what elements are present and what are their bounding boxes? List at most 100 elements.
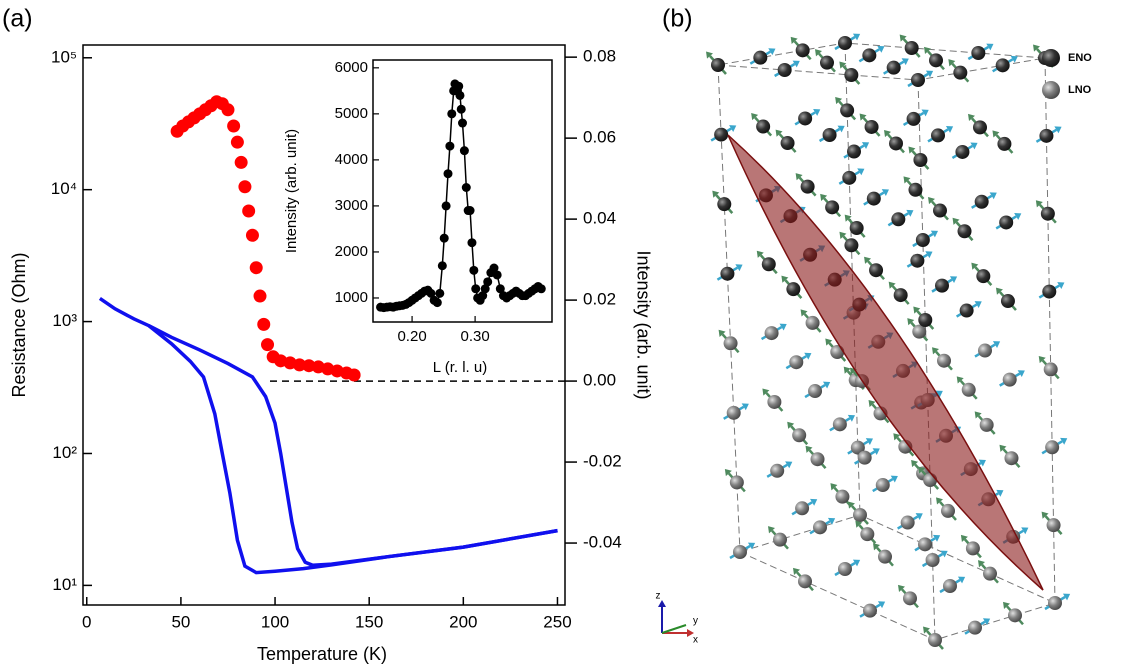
inset-point	[455, 90, 465, 100]
arrow-head	[868, 399, 876, 408]
arrow-head	[1038, 355, 1046, 364]
inset-point	[443, 169, 453, 179]
axis-triad: z y x	[656, 591, 699, 646]
arrow-head	[718, 329, 726, 337]
intensity-point	[227, 119, 241, 133]
atom	[968, 620, 982, 635]
inset-y-tick-label: 5000	[335, 105, 368, 122]
arrow-head	[844, 214, 852, 222]
arrow-head	[741, 403, 749, 411]
arrow-head	[911, 459, 919, 468]
arrow-head	[948, 59, 956, 67]
atom	[777, 63, 792, 77]
arrow-head	[940, 550, 948, 558]
arrow-head	[923, 626, 930, 634]
inset-point	[492, 270, 502, 280]
atom	[840, 103, 855, 118]
arrow-head	[768, 526, 775, 534]
intensity-point	[230, 135, 244, 149]
atom	[978, 343, 992, 358]
arrow-head	[968, 113, 975, 122]
arrow-head	[751, 113, 759, 121]
arrow-head	[888, 281, 896, 289]
inset-point	[495, 284, 505, 294]
atom	[913, 153, 928, 167]
arrow-head	[960, 534, 968, 543]
inset-point	[480, 284, 490, 294]
arrow-head	[820, 193, 828, 201]
arrow-head	[903, 176, 911, 184]
inset-y-tick-label: 6000	[335, 59, 368, 76]
arrow-head	[1017, 370, 1025, 378]
crystal-structure	[706, 33, 1071, 650]
intensity-point	[257, 317, 271, 331]
arrow-head	[855, 520, 863, 528]
atom	[891, 212, 906, 227]
atom	[925, 553, 940, 567]
arrow-head	[872, 448, 880, 456]
arrow-head	[1062, 593, 1071, 601]
arrow-head	[687, 629, 694, 637]
arrow-head	[884, 129, 891, 138]
atom	[979, 417, 994, 432]
x-axis-label: Temperature (K)	[257, 644, 387, 664]
resistance-curve	[148, 324, 558, 568]
y-axis-label: Resistance (Ohm)	[9, 252, 29, 397]
atom	[904, 41, 919, 55]
atom	[1002, 372, 1017, 387]
cell-edge	[717, 64, 741, 553]
arrow-head	[822, 381, 831, 389]
y2-tick-label: 0.02	[583, 290, 616, 309]
arrow-head	[1035, 200, 1043, 208]
arrow-head	[792, 60, 800, 68]
atom	[906, 111, 921, 126]
atom	[786, 282, 801, 297]
atom	[838, 562, 852, 576]
arrow-head	[835, 96, 843, 105]
inset-y-tick-label: 3000	[335, 197, 368, 214]
intensity-point	[221, 103, 235, 117]
arrow-head	[970, 142, 978, 150]
inset-x-axis-label: L (r. l. u)	[433, 359, 487, 376]
atom	[864, 119, 879, 134]
arrow-head	[908, 146, 916, 154]
arrow-head	[1033, 44, 1040, 52]
arrow-head	[852, 559, 861, 567]
cell-edge	[917, 79, 936, 641]
arrow-head	[918, 466, 926, 474]
atom	[733, 545, 747, 559]
arrow-head	[989, 192, 997, 200]
y2-tick-label: -0.04	[583, 533, 622, 552]
inset-y-tick-label: 4000	[335, 151, 368, 168]
atom	[912, 324, 927, 339]
legend-marker	[1042, 49, 1060, 67]
arrow-head	[925, 70, 934, 78]
arrow-head	[978, 459, 986, 467]
atom	[825, 200, 840, 215]
atom	[976, 269, 991, 284]
atom	[983, 566, 997, 581]
atom	[935, 278, 949, 293]
atom	[844, 238, 859, 253]
atom	[795, 43, 810, 58]
atom	[918, 537, 932, 552]
atom	[999, 215, 1014, 230]
inset-point	[471, 284, 481, 294]
inset-x-tick-label: 0.30	[461, 328, 490, 345]
atom	[838, 36, 852, 50]
atom	[893, 288, 908, 303]
atom	[933, 203, 947, 218]
atom	[918, 313, 933, 327]
y2-axis-label: Intensity (arb. unit)	[633, 250, 653, 399]
inset-y-axis-label: Intensity (arb. unit)	[283, 129, 300, 253]
axis-arrow	[661, 624, 687, 634]
inset-point	[441, 201, 451, 211]
arrow-head	[873, 543, 880, 551]
arrow-head	[992, 130, 1000, 138]
arrow-head	[843, 366, 851, 374]
atom	[761, 257, 776, 272]
atom	[911, 73, 925, 87]
arrow-head	[995, 287, 1003, 295]
intensity-point	[347, 368, 361, 382]
atom	[973, 120, 987, 135]
